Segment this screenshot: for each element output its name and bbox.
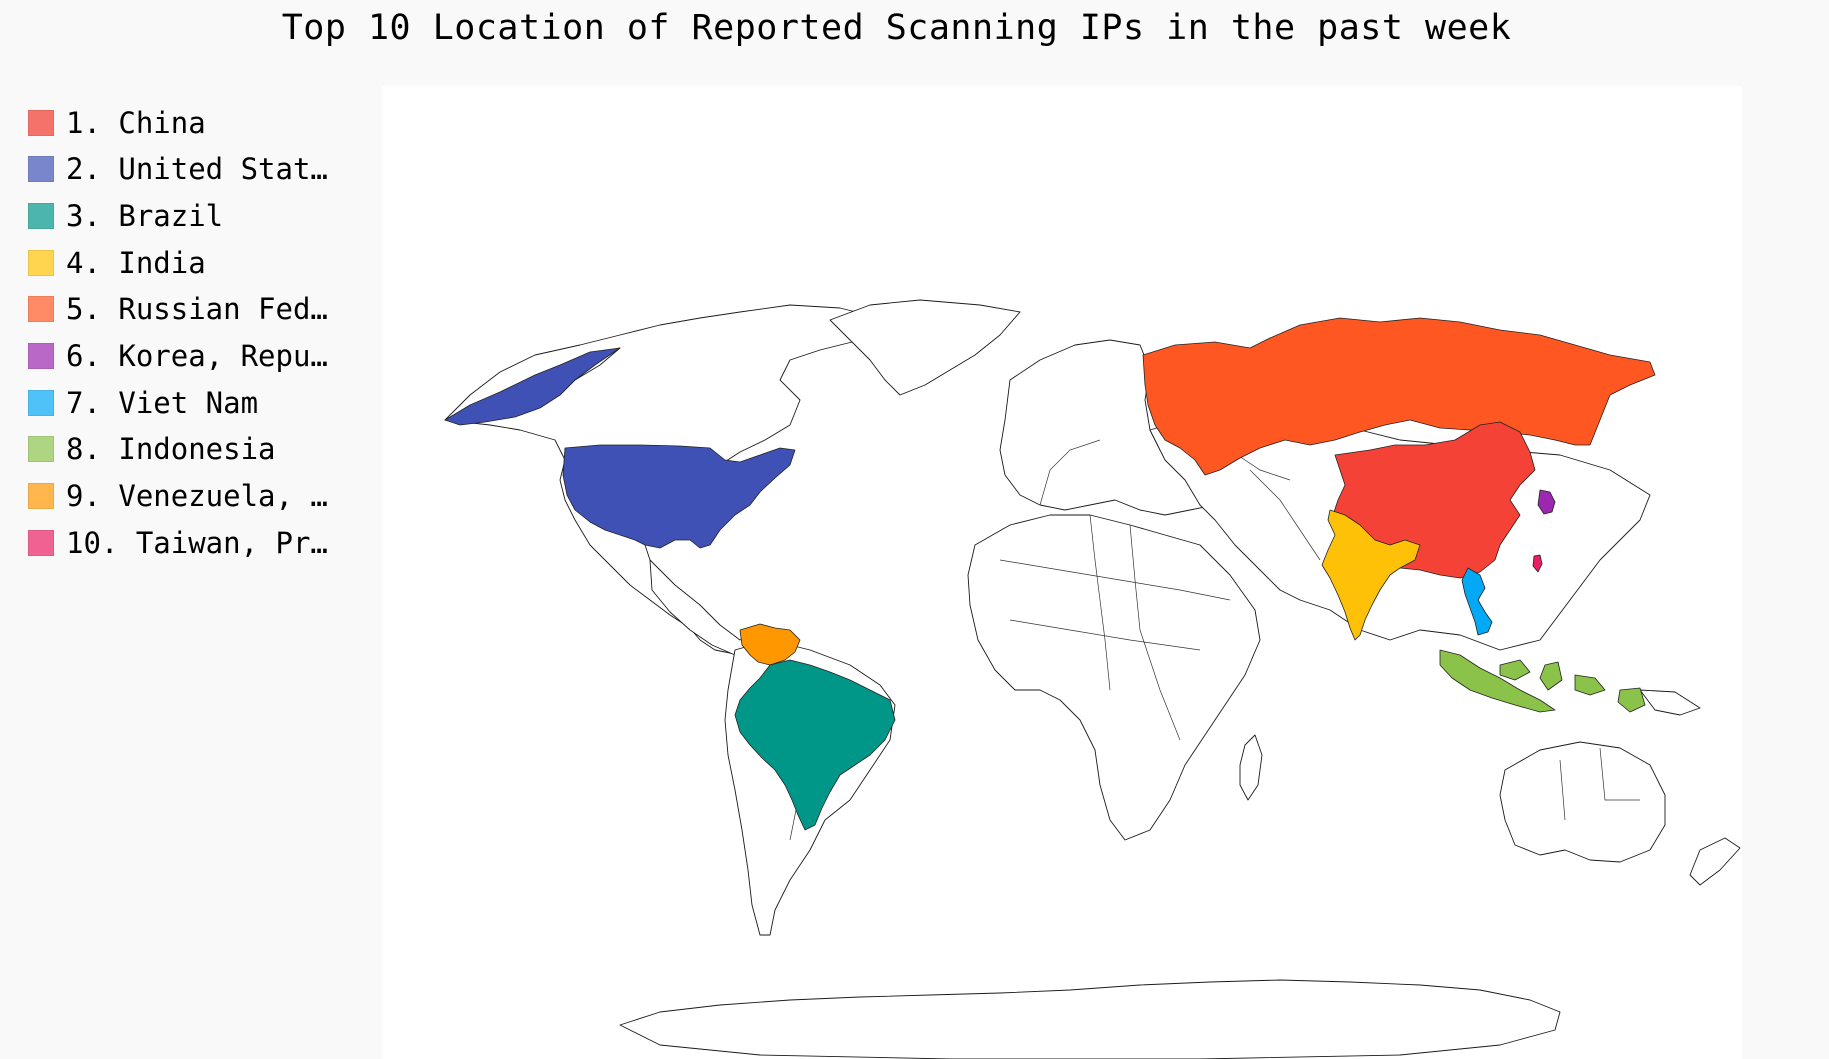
country-viet-nam[interactable] [1461, 567, 1493, 636]
legend-label: 6. Korea, Repu… [66, 339, 328, 373]
legend-item-china[interactable]: 1. China [28, 106, 348, 140]
legend-item-india[interactable]: 4. India [28, 246, 348, 280]
legend-label: 2. United Stat… [66, 152, 328, 186]
legend-swatch [28, 203, 54, 229]
legend-label: 4. India [66, 246, 206, 280]
land-madagascar [1239, 734, 1263, 801]
country-taiwan[interactable] [1532, 554, 1543, 573]
legend-label: 10. Taiwan, Pr… [66, 526, 328, 560]
country-russian-federation[interactable] [1142, 317, 1656, 476]
country-india[interactable] [1321, 509, 1421, 641]
country-brazil[interactable] [734, 659, 896, 831]
world-map[interactable] [382, 86, 1742, 1059]
legend-item-venezuela[interactable]: 9. Venezuela, … [28, 479, 348, 513]
legend-swatch [28, 343, 54, 369]
legend-swatch [28, 390, 54, 416]
legend-label: 1. China [66, 106, 206, 140]
legend-label: 9. Venezuela, … [66, 479, 328, 513]
legend-item-united-states[interactable]: 2. United Stat… [28, 152, 348, 186]
legend-swatch [28, 110, 54, 136]
legend-item-viet-nam[interactable]: 7. Viet Nam [28, 386, 348, 420]
legend-label: 5. Russian Fed… [66, 292, 328, 326]
legend-swatch [28, 296, 54, 322]
legend-item-korea[interactable]: 6. Korea, Repu… [28, 339, 348, 373]
legend-swatch [28, 250, 54, 276]
land-papua [1639, 689, 1701, 716]
country-indonesia[interactable] [1439, 649, 1646, 713]
highlighted-countries [444, 317, 1656, 831]
country-united-states[interactable] [444, 347, 796, 549]
legend-label: 7. Viet Nam [66, 386, 259, 420]
legend-swatch [28, 530, 54, 556]
land-antarctica [619, 979, 1561, 1059]
land-greenland [829, 299, 1021, 396]
country-korea[interactable] [1537, 489, 1556, 515]
legend-swatch [28, 483, 54, 509]
legend-item-brazil[interactable]: 3. Brazil [28, 199, 348, 233]
land-australia [1499, 741, 1666, 863]
land-africa [967, 514, 1261, 841]
legend-swatch [28, 436, 54, 462]
legend-swatch [28, 156, 54, 182]
map-panel [382, 86, 1742, 1059]
chart-title: Top 10 Location of Reported Scanning IPs… [281, 8, 1512, 48]
legend-label: 8. Indonesia [66, 432, 276, 466]
legend-item-russian-federation[interactable]: 5. Russian Fed… [28, 292, 348, 326]
land-new-zealand [1689, 837, 1741, 886]
legend-item-indonesia[interactable]: 8. Indonesia [28, 432, 348, 466]
country-venezuela[interactable] [739, 623, 801, 666]
legend-item-taiwan[interactable]: 10. Taiwan, Pr… [28, 526, 348, 560]
legend-label: 3. Brazil [66, 199, 224, 233]
